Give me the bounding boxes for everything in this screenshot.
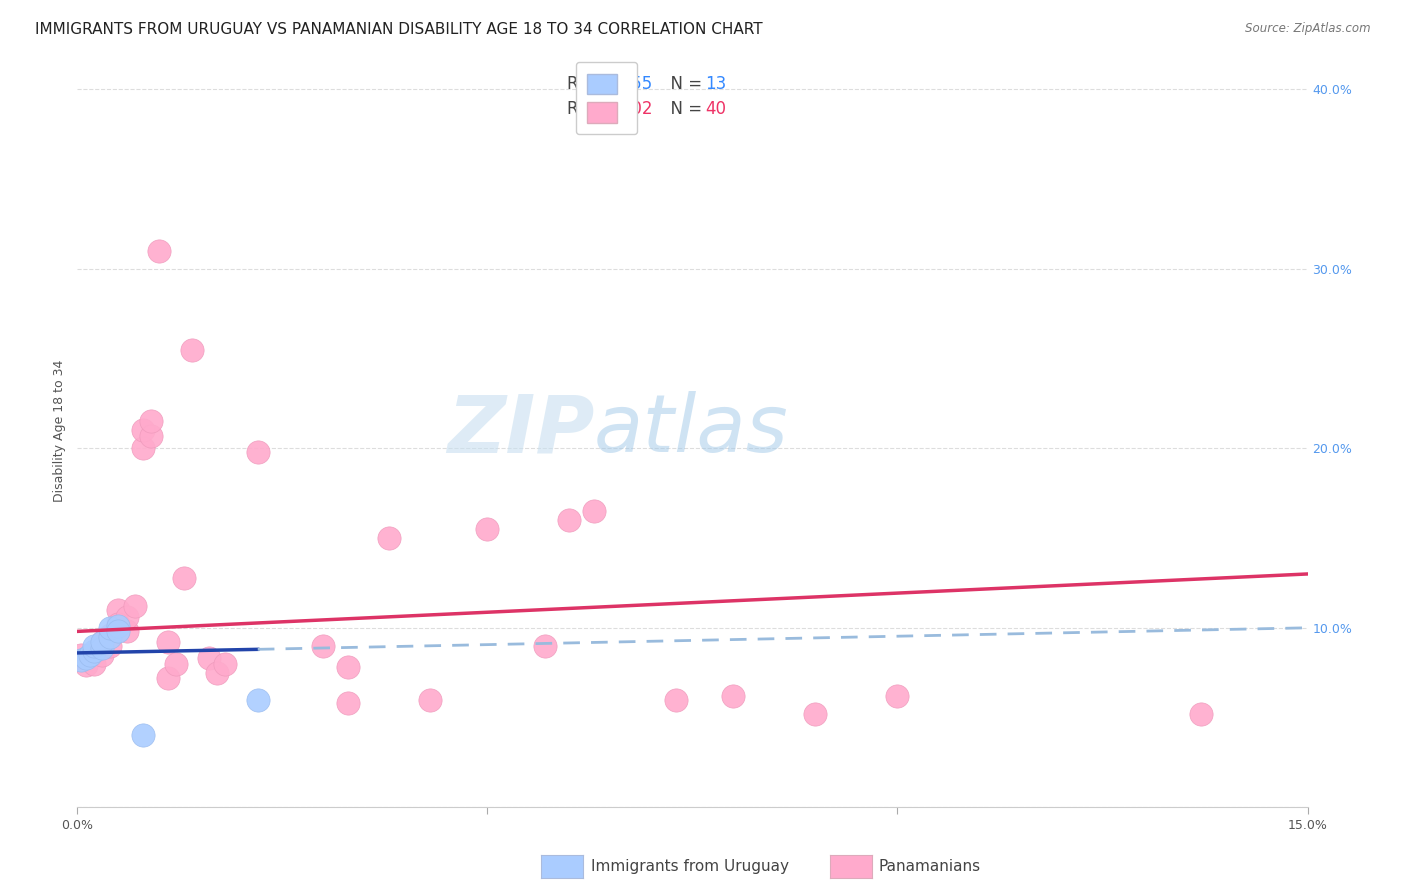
Point	[312, 639, 335, 653]
Point	[107, 619, 129, 633]
Point	[337, 660, 360, 674]
Point	[246, 445, 269, 459]
Text: Immigrants from Uruguay: Immigrants from Uruguay	[591, 859, 789, 873]
Text: 0.102: 0.102	[606, 100, 654, 119]
Point	[534, 639, 557, 653]
Text: 13: 13	[704, 75, 725, 93]
Point	[197, 651, 219, 665]
Point	[124, 599, 146, 614]
Point	[886, 689, 908, 703]
Point	[90, 640, 114, 655]
Point	[156, 635, 179, 649]
Text: R =: R =	[567, 100, 603, 119]
Point	[107, 603, 129, 617]
Point	[141, 429, 163, 443]
Point	[98, 630, 121, 644]
Point	[723, 689, 745, 703]
Y-axis label: Disability Age 18 to 34: Disability Age 18 to 34	[52, 359, 66, 501]
Text: atlas: atlas	[595, 392, 789, 469]
Point	[156, 671, 179, 685]
Point	[70, 653, 93, 667]
Text: Source: ZipAtlas.com: Source: ZipAtlas.com	[1246, 22, 1371, 36]
Point	[98, 621, 121, 635]
Point	[419, 692, 441, 706]
Point	[115, 624, 138, 639]
Point	[115, 610, 138, 624]
Text: 0.055: 0.055	[606, 75, 654, 93]
Point	[75, 658, 97, 673]
Point	[83, 646, 105, 660]
Point	[75, 651, 97, 665]
Point	[107, 624, 129, 639]
Point	[83, 644, 105, 658]
Point	[337, 696, 360, 710]
Point	[214, 657, 236, 671]
Point	[148, 244, 170, 258]
Point	[79, 648, 101, 662]
Point	[70, 648, 93, 662]
Legend: , : ,	[575, 62, 637, 134]
Point	[98, 628, 121, 642]
Text: N =: N =	[661, 100, 707, 119]
Text: 40: 40	[704, 100, 725, 119]
Point	[665, 692, 688, 706]
Text: IMMIGRANTS FROM URUGUAY VS PANAMANIAN DISABILITY AGE 18 TO 34 CORRELATION CHART: IMMIGRANTS FROM URUGUAY VS PANAMANIAN DI…	[35, 22, 763, 37]
Point	[90, 635, 114, 649]
Point	[173, 570, 195, 584]
Point	[132, 729, 155, 743]
Point	[141, 414, 163, 428]
Point	[75, 653, 97, 667]
Text: ZIP: ZIP	[447, 392, 595, 469]
Point	[98, 639, 121, 653]
Point	[132, 424, 155, 438]
Point	[107, 617, 129, 632]
Point	[804, 706, 827, 721]
Point	[132, 442, 155, 456]
Point	[83, 639, 105, 653]
Point	[205, 665, 228, 680]
Point	[90, 635, 114, 649]
Text: N =: N =	[661, 75, 707, 93]
Point	[90, 648, 114, 662]
Point	[583, 504, 606, 518]
Point	[83, 657, 105, 671]
Point	[1189, 706, 1212, 721]
Point	[165, 657, 187, 671]
Point	[558, 513, 581, 527]
Point	[181, 343, 204, 357]
Point	[477, 522, 499, 536]
Point	[378, 531, 401, 545]
Text: R =: R =	[567, 75, 603, 93]
Point	[246, 692, 269, 706]
Text: Panamanians: Panamanians	[879, 859, 981, 873]
